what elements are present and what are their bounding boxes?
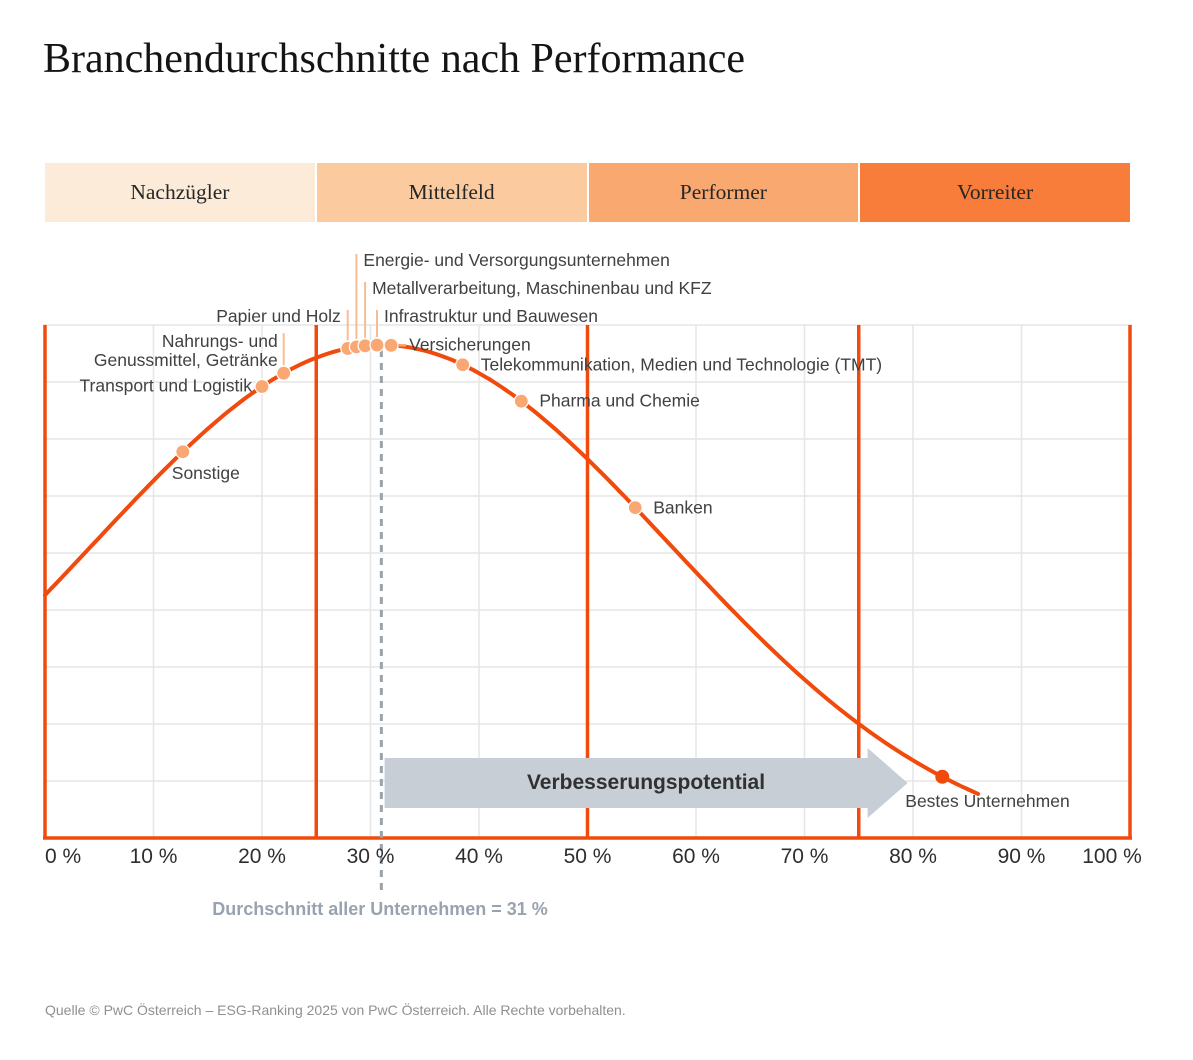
performance-band-0: Nachzügler — [45, 163, 315, 222]
average-line-label: Durchschnitt aller Unternehmen = 31 % — [212, 899, 548, 919]
industry-label-8: Telekommunikation, Medien und Technologi… — [480, 354, 883, 375]
data-point — [254, 378, 270, 395]
page-title: Branchendurchschnitte nach Performance — [43, 36, 746, 82]
performance-band-2: Performer — [588, 163, 859, 222]
industry-label-6: Infrastruktur und Bauwesen — [384, 306, 599, 326]
industry-label-10: Banken — [653, 497, 713, 518]
band-label: Nachzügler — [130, 180, 230, 204]
x-axis-tick-label: 0 % — [45, 845, 82, 868]
performance-band-3: Vorreiter — [860, 163, 1130, 222]
data-point — [627, 500, 643, 516]
industry-label-line: Genussmittel, Getränke — [93, 350, 278, 371]
improvement-arrow — [384, 748, 908, 818]
data-point — [175, 444, 191, 460]
best-company-point — [935, 769, 950, 784]
industry-label-1: Transport und Logistik — [79, 375, 253, 396]
band-label: Performer — [679, 180, 767, 204]
industry-label-11: Bestes Unternehmen — [905, 790, 1070, 811]
source-note: Quelle © PwC Österreich – ESG-Ranking 20… — [45, 1002, 626, 1018]
x-axis-tick-label: 50 % — [563, 845, 612, 868]
improvement-arrow-label: Verbesserungspotential — [526, 771, 766, 794]
x-axis-tick-label: 100 % — [1082, 845, 1142, 868]
x-axis-tick-label: 60 % — [672, 845, 720, 868]
x-axis-tick-label: 70 % — [780, 845, 829, 868]
performance-band-1: Mittelfeld — [316, 163, 587, 222]
industry-label-2: Nahrungs- und Genussmittel, Getränke — [94, 332, 278, 370]
band-label: Vorreiter — [957, 180, 1034, 204]
industry-label-9: Pharma und Chemie — [539, 390, 700, 411]
x-axis-tick-label: 30 % — [346, 845, 395, 868]
industry-label-3: Papier und Holz — [216, 306, 341, 326]
x-axis-tick-label: 20 % — [238, 845, 286, 868]
data-point — [276, 365, 292, 381]
industry-label-0: Sonstige — [171, 462, 240, 483]
data-point — [383, 337, 399, 353]
data-point — [513, 393, 529, 409]
bell-curve — [43, 342, 981, 796]
industry-label-4: Energie- und Versorgungsunternehmen — [363, 250, 670, 270]
x-axis-tick-label: 10 % — [129, 845, 178, 868]
performance-bands: Nachzügler Mittelfeld Performer Vorreiter — [45, 163, 1130, 222]
industry-label-7: Versicherungen — [409, 334, 531, 355]
x-axis-tick-label: 80 % — [889, 845, 937, 868]
band-label: Mittelfeld — [408, 180, 495, 204]
data-point — [369, 337, 385, 353]
industry-label-5: Metallverarbeitung, Maschinenbau und KFZ — [372, 278, 712, 298]
x-axis-tick-label: 90 % — [997, 845, 1046, 868]
x-axis-tick-label: 40 % — [455, 845, 503, 868]
industry-label-line: Nahrungs- und — [161, 331, 278, 352]
data-point — [455, 357, 471, 373]
